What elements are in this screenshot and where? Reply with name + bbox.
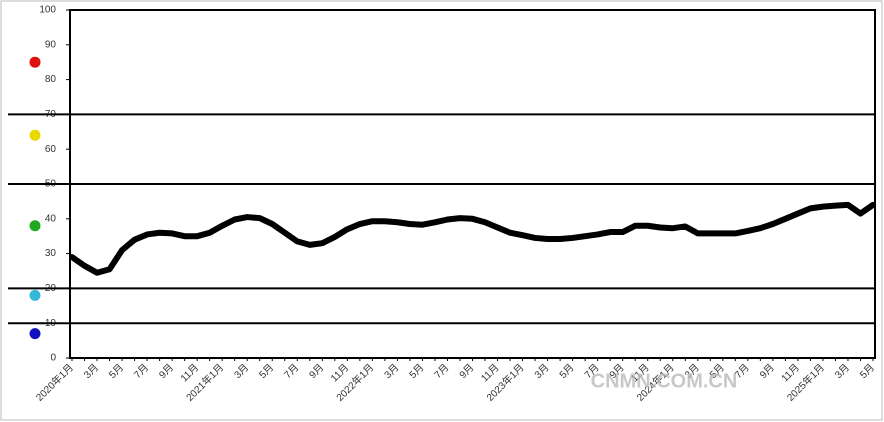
signal-dot: [29, 56, 41, 68]
y-tick-label: 30: [45, 248, 57, 259]
y-tick-label: 80: [45, 74, 57, 85]
signal-dot: [29, 289, 41, 301]
y-tick-label: 100: [39, 5, 56, 16]
data-line: [69, 201, 876, 276]
signal-dot: [29, 220, 41, 232]
y-tick-label: 90: [45, 39, 57, 50]
signal-dot: [29, 328, 41, 340]
signal-dot: [29, 129, 41, 141]
y-tick-label: 40: [45, 213, 57, 224]
y-tick-label: 0: [50, 353, 56, 364]
y-tick-label: 60: [45, 144, 57, 155]
watermark: CNMN.COM.CN: [591, 370, 738, 392]
